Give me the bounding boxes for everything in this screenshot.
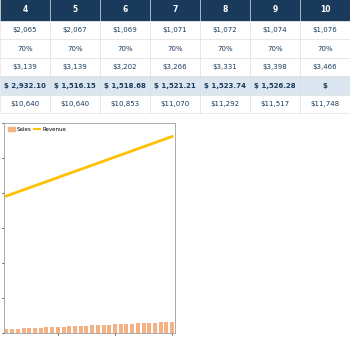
Bar xyxy=(16,329,20,332)
Bar xyxy=(102,325,106,332)
Bar xyxy=(44,327,48,332)
Bar xyxy=(113,324,117,332)
Bar xyxy=(130,324,134,332)
Bar xyxy=(124,324,128,332)
Bar xyxy=(90,326,94,332)
Bar xyxy=(73,326,77,332)
Bar xyxy=(170,322,174,332)
Bar xyxy=(164,322,168,332)
Bar xyxy=(67,326,71,332)
Bar xyxy=(119,324,123,332)
Bar xyxy=(141,323,146,332)
Legend: Sales, Revenue: Sales, Revenue xyxy=(6,125,68,134)
Bar xyxy=(4,329,8,332)
Bar xyxy=(147,323,151,332)
Bar xyxy=(50,327,54,332)
Bar xyxy=(56,327,60,332)
Bar xyxy=(96,325,100,332)
Bar xyxy=(153,323,157,332)
Bar xyxy=(107,325,111,332)
Bar xyxy=(159,322,163,332)
Bar xyxy=(38,328,43,332)
Bar xyxy=(27,328,31,332)
Bar xyxy=(62,327,65,332)
Bar xyxy=(79,326,83,332)
Bar xyxy=(21,328,26,332)
Bar xyxy=(136,323,140,332)
Bar xyxy=(84,326,89,332)
Bar xyxy=(10,329,14,332)
Bar xyxy=(33,328,37,332)
